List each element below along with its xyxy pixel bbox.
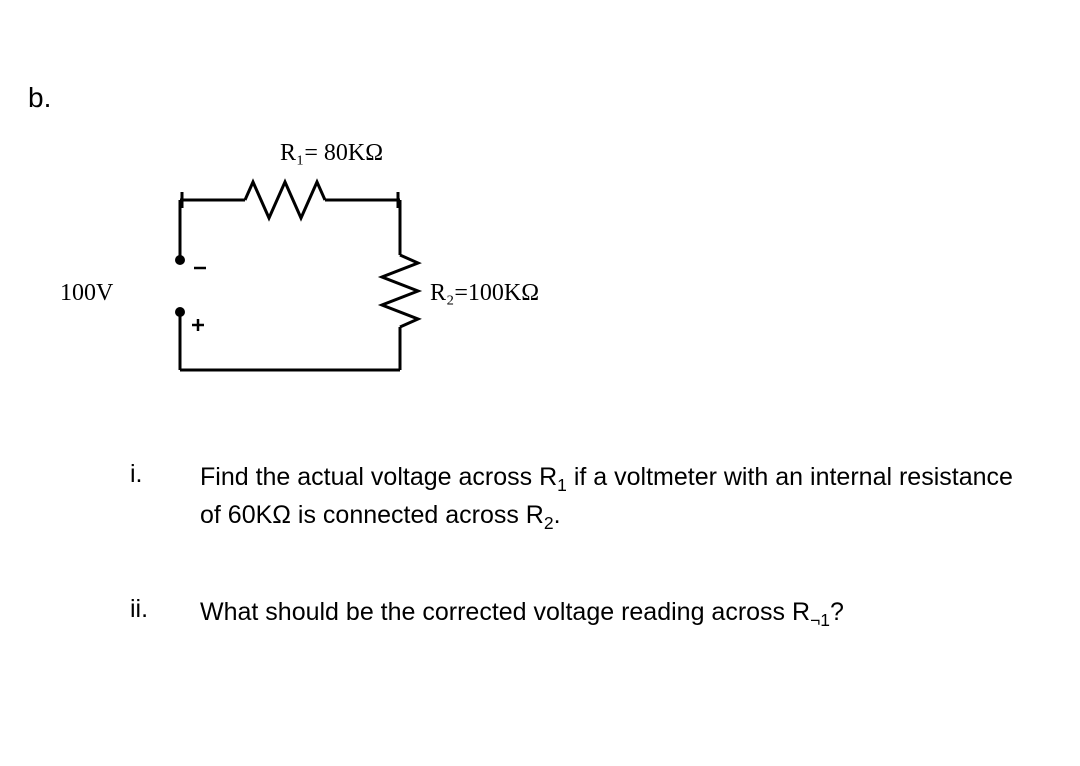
question-number: i.	[100, 460, 200, 535]
question-text: What should be the corrected voltage rea…	[200, 595, 1020, 633]
circuit-diagram: R₁= 80KΩ 100V R₂=100KΩ	[60, 140, 620, 420]
question-item: i. Find the actual voltage across R1 if …	[100, 460, 1020, 535]
r2-label: R₂=100KΩ	[430, 280, 539, 307]
voltage-source-label: 100V	[60, 280, 113, 307]
question-item: ii. What should be the corrected voltage…	[100, 595, 1020, 633]
question-text: Find the actual voltage across R1 if a v…	[200, 460, 1020, 535]
part-label: b.	[28, 82, 51, 114]
circuit-svg	[160, 170, 440, 390]
r1-label: R₁= 80KΩ	[280, 140, 383, 167]
question-number: ii.	[100, 595, 200, 633]
questions-list: i. Find the actual voltage across R1 if …	[100, 460, 1020, 693]
